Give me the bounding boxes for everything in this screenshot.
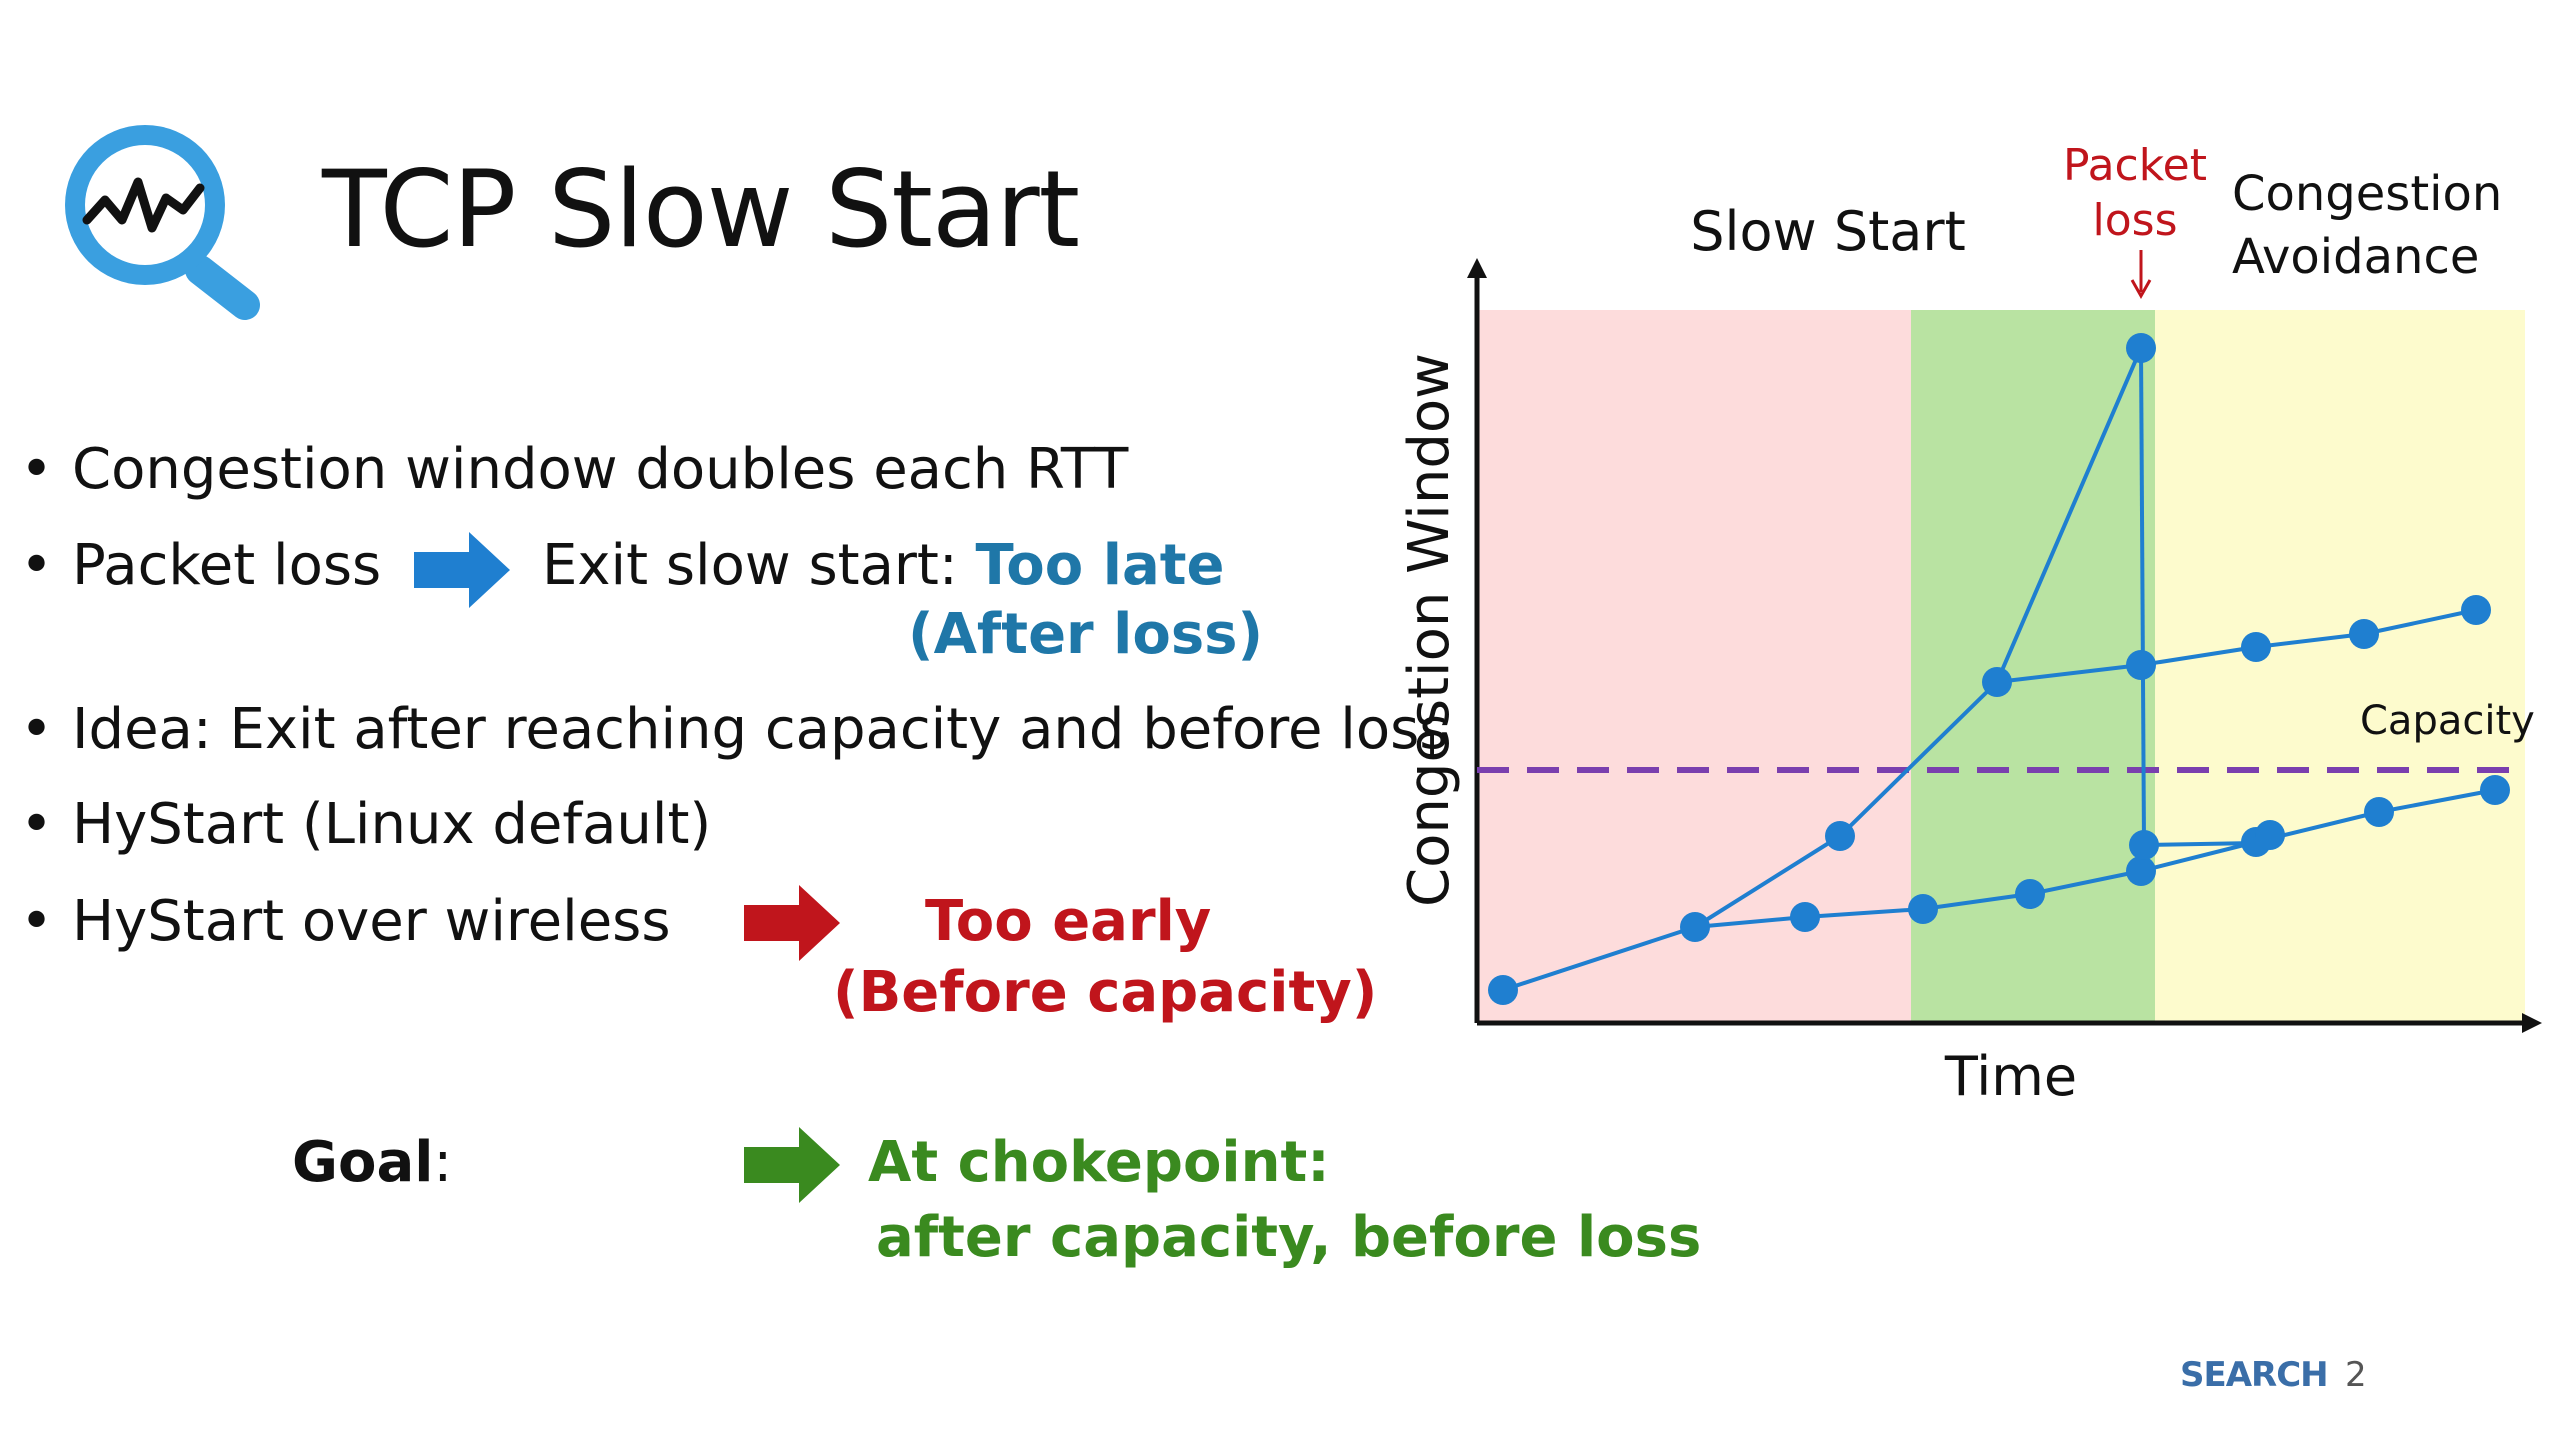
phase-ca-label-line2: Avoidance (2232, 229, 2479, 285)
goal-line1: At chokepoint: (868, 1130, 1330, 1195)
bullet-dot: • (20, 889, 54, 954)
data-point (2126, 333, 2156, 363)
data-point (2126, 650, 2156, 680)
result-highlight: Too late (975, 533, 1225, 598)
phase-ca-label-line1: Congestion (2232, 166, 2502, 222)
packet-loss-arrowhead (2130, 279, 2152, 300)
bullet-5: • HyStart over wireless (20, 889, 671, 954)
data-point (1488, 975, 1518, 1005)
x-axis-arrowhead (2522, 1013, 2542, 1033)
red-arrow-icon (744, 885, 840, 961)
bullet-dot: • (20, 697, 54, 762)
data-point (1790, 902, 1820, 932)
bullet-text: Packet loss (72, 533, 382, 598)
bullet-2-result-line2: (After loss) (908, 602, 1264, 667)
data-point (2241, 632, 2271, 662)
bullet-text: HyStart over wireless (72, 889, 671, 954)
data-point (1680, 912, 1710, 942)
hystart-series-line (1694, 788, 2496, 929)
bullet-text: Congestion window doubles each RTT (72, 437, 1129, 502)
page-number: 2 (2345, 1355, 2367, 1395)
blue-arrow-icon (414, 532, 510, 608)
phase-slow-start-label: Slow Start (1690, 200, 1966, 263)
data-point (1908, 894, 1938, 924)
bullet-5-result-line2: (Before capacity) (833, 960, 1378, 1025)
bullet-dot: • (20, 437, 54, 502)
loss-drop-line (2139, 347, 2146, 846)
slow-start-region (1477, 310, 1911, 1023)
goal-label: Goal: (292, 1130, 452, 1195)
bullet-5-result: Too early (925, 889, 1212, 954)
congestion-window-diagram: Slow Start Packet loss Congestion Avoida… (1397, 140, 2542, 1108)
bullet-dot: • (20, 533, 54, 598)
footer-brand-logo: SEARCH (2180, 1355, 2329, 1395)
data-point (2015, 879, 2045, 909)
bullet-2-result: Exit slow start: Too late (542, 533, 1224, 598)
bullet-text: HyStart (Linux default) (72, 792, 712, 857)
packet-loss-label-line2: loss (2093, 195, 2178, 246)
goal-line2: after capacity, before loss (876, 1205, 1702, 1270)
bullet-text: Idea: Exit after reaching capacity and b… (72, 697, 1449, 762)
data-point (2461, 595, 2491, 625)
data-point (2349, 619, 2379, 649)
goal-colon: : (433, 1130, 453, 1195)
search-logo-icon (40, 110, 270, 320)
data-point (2126, 856, 2156, 886)
packet-loss-label-line1: Packet (2063, 140, 2207, 191)
y-axis-label: Congestion Window (1397, 353, 1462, 907)
series-points (1488, 333, 2510, 1005)
capacity-label: Capacity (2360, 698, 2535, 744)
bullet-dot: • (20, 792, 54, 857)
data-point (2255, 820, 2285, 850)
data-point (1982, 667, 2012, 697)
result-prefix: Exit slow start: (542, 533, 976, 598)
data-point (2364, 797, 2394, 827)
data-point (2480, 775, 2510, 805)
data-point (2129, 830, 2159, 860)
bullet-1: • Congestion window doubles each RTT (20, 437, 1128, 502)
bullet-4: • HyStart (Linux default) (20, 792, 711, 857)
bullet-3: • Idea: Exit after reaching capacity and … (20, 697, 1448, 762)
slide-title: TCP Slow Start (322, 148, 1080, 271)
x-axis-label: Time (1944, 1045, 2077, 1108)
goal-label-text: Goal (292, 1130, 434, 1195)
green-arrow-icon (744, 1127, 840, 1203)
congestion-avoidance-region (2155, 310, 2525, 1023)
data-point (1825, 821, 1855, 851)
bullet-2: • Packet loss (20, 533, 381, 598)
y-axis-arrowhead (1467, 258, 1487, 278)
